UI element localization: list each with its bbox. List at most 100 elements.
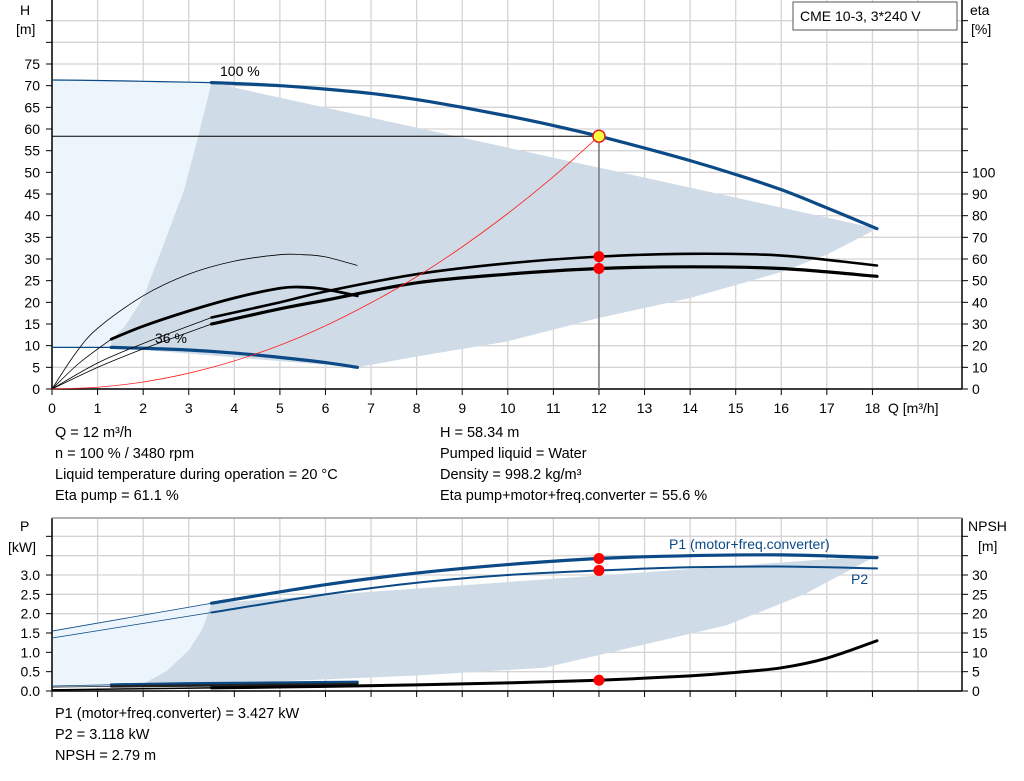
x-tick-label: 3 <box>185 400 193 416</box>
pump-title: CME 10-3, 3*240 V <box>800 8 921 24</box>
x-tick-label: 12 <box>591 400 607 416</box>
x-tick-label: 13 <box>637 400 653 416</box>
y2-tick-label: 30 <box>972 316 988 332</box>
p1-36-curve <box>109 680 359 687</box>
p1-curve-label: P1 (motor+freq.converter) <box>669 536 830 552</box>
y2-tick-label: 15 <box>972 625 988 641</box>
x-tick-label: 5 <box>276 400 284 416</box>
y-tick-label: 15 <box>24 316 40 332</box>
y-tick-label: 40 <box>24 208 40 224</box>
info-top-right: H = 58.34 m Pumped liquid = Water Densit… <box>440 423 707 507</box>
eta-pump-curve-thin <box>51 317 212 390</box>
x-tick-label: 9 <box>458 400 466 416</box>
y-tick-label: 3.0 <box>21 567 41 583</box>
q-axis-label: Q [m³/h] <box>888 400 939 416</box>
p1-curve <box>209 553 879 605</box>
y2-tick-label: 100 <box>972 164 996 180</box>
info-temperature: Liquid temperature during operation = 20… <box>55 467 338 483</box>
info-head: H = 58.34 m <box>440 425 520 441</box>
y-tick-label: 35 <box>24 229 40 245</box>
y-tick-label: 0 <box>32 381 40 397</box>
info-speed: n = 100 % / 3480 rpm <box>55 446 195 462</box>
p2-curve-thin <box>51 612 212 639</box>
y-tick-label: 10 <box>24 338 40 354</box>
h-axis-unit: [m] <box>16 21 35 37</box>
y-tick-label: 25 <box>24 273 40 289</box>
x-tick-label: 8 <box>413 400 421 416</box>
eta-total-point <box>593 263 605 275</box>
y2-tick-label: 0 <box>972 683 980 699</box>
operating-point-marker <box>592 129 606 143</box>
y-tick-label: 1.0 <box>21 644 41 660</box>
x-tick-label: 16 <box>773 400 789 416</box>
npsh-curve-thin <box>51 687 212 691</box>
y2-tick-label: 25 <box>972 586 988 602</box>
y-tick-label: 45 <box>24 186 40 202</box>
eta-36-curve-thin <box>51 338 112 390</box>
y-tick-label: 55 <box>24 143 40 159</box>
p1-36-curve-thin <box>51 684 112 687</box>
x-tick-label: 0 <box>48 400 56 416</box>
x-tick-label: 18 <box>865 400 881 416</box>
p-axis-unit: [kW] <box>8 539 36 555</box>
x-tick-label: 2 <box>139 400 147 416</box>
x-tick-label: 15 <box>728 400 744 416</box>
x-tick-label: 7 <box>367 400 375 416</box>
info-eta-pump: Eta pump = 61.1 % <box>55 488 179 504</box>
info-p1: P1 (motor+freq.converter) = 3.427 kW <box>55 706 300 722</box>
y2-tick-label: 90 <box>972 186 988 202</box>
y2-tick-label: 0 <box>972 381 980 397</box>
y2-tick-label: 10 <box>972 644 988 660</box>
x-tick-label: 11 <box>546 400 561 416</box>
x-tick-label: 1 <box>94 400 102 416</box>
eta-total-curve-thin <box>51 323 212 390</box>
x-tick-label: 6 <box>322 400 330 416</box>
system-curve <box>51 135 600 390</box>
eta-pump-curve <box>210 252 879 319</box>
p-axis-label: P <box>20 518 29 534</box>
info-npsh: NPSH = 2.79 m <box>55 748 157 764</box>
info-density: Density = 998.2 kg/m³ <box>440 467 582 483</box>
p1-curve-thin <box>51 602 212 632</box>
p2-36-curve-thin <box>51 685 112 688</box>
p2-curve-label: P2 <box>851 571 868 587</box>
y-tick-label: 60 <box>24 121 40 137</box>
y-tick-label: 0.0 <box>21 683 41 699</box>
p2-point <box>593 564 605 576</box>
y-tick-label: 0.5 <box>21 664 41 680</box>
eta-36-curve <box>109 285 359 341</box>
x-tick-label: 14 <box>682 400 698 416</box>
y2-tick-label: 80 <box>972 208 988 224</box>
y-tick-label: 30 <box>24 251 40 267</box>
y2-tick-label: 20 <box>972 338 988 354</box>
eta-pump-point <box>593 251 605 263</box>
label-36-percent: 36 % <box>155 330 187 346</box>
eta-axis-label: eta <box>970 2 990 18</box>
h-curve-thin <box>51 79 212 84</box>
p1-point <box>593 552 605 564</box>
y2-tick-label: 70 <box>972 229 988 245</box>
info-bottom: P1 (motor+freq.converter) = 3.427 kW P2 … <box>55 704 299 767</box>
y2-tick-label: 20 <box>972 606 988 622</box>
y2-tick-label: 30 <box>972 567 988 583</box>
h-axis-label: H <box>20 2 30 18</box>
eta-36-thin-curve <box>51 253 358 390</box>
operating-area <box>111 555 877 688</box>
info-liquid: Pumped liquid = Water <box>440 446 587 462</box>
npsh-axis-label: NPSH <box>968 518 1007 534</box>
y-tick-label: 2.0 <box>21 606 41 622</box>
info-flow: Q = 12 m³/h <box>55 425 132 441</box>
x-tick-label: 17 <box>819 400 835 416</box>
p2-curve <box>210 565 878 614</box>
y2-tick-label: 50 <box>972 273 988 289</box>
y2-tick-label: 10 <box>972 359 988 375</box>
label-100-percent: 100 % <box>220 63 260 79</box>
operating-area-light <box>52 80 212 348</box>
npsh-point <box>593 674 605 686</box>
h-curve <box>109 345 359 369</box>
x-tick-label: 10 <box>500 400 516 416</box>
npsh-axis-unit: [m] <box>978 538 997 554</box>
y-tick-label: 70 <box>24 78 40 94</box>
y2-tick-label: 5 <box>972 664 980 680</box>
h-curve <box>209 81 879 231</box>
